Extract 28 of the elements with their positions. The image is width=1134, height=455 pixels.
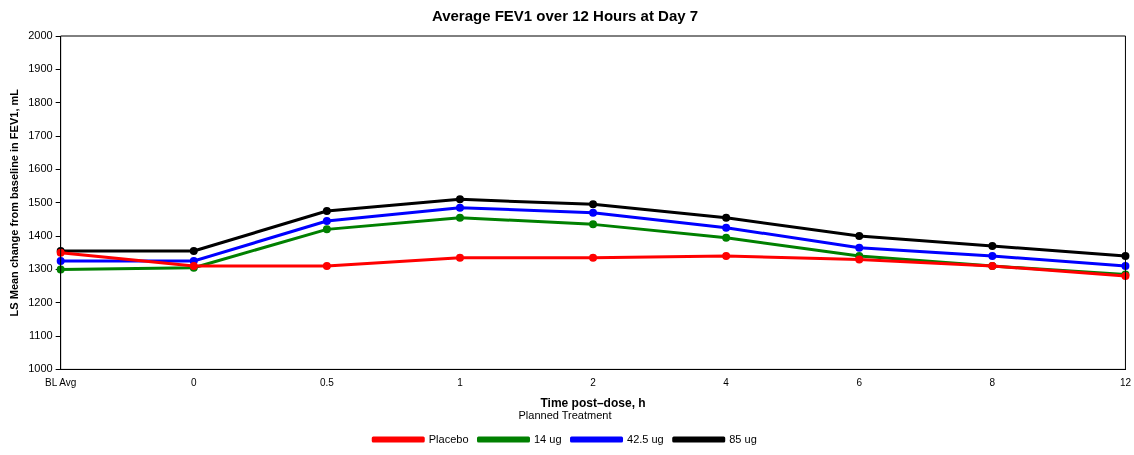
y-tick-label: 1300 [28, 262, 53, 275]
y-tick-label: 1500 [28, 195, 53, 208]
x-axis-title: Time post–dose, h [540, 395, 646, 410]
legend-label: 85 ug [729, 432, 757, 445]
y-tick-label: 1400 [28, 229, 53, 242]
x-tick-label: 1 [457, 377, 464, 389]
x-tick-label: 2 [590, 377, 597, 389]
y-tick-label: 1800 [28, 95, 53, 108]
x-tick-label: 12 [1119, 377, 1132, 389]
legend-label: Placebo [428, 432, 469, 445]
y-tick-label: 1200 [28, 295, 53, 308]
y-tick-label: 1700 [28, 129, 53, 142]
x-tick-label: 0.5 [319, 377, 335, 389]
y-tick-label: 1000 [28, 362, 53, 375]
x-tick-label: BL Avg [45, 377, 77, 389]
legend-label: 42.5 ug [627, 432, 664, 445]
y-tick-label: 1600 [28, 162, 53, 175]
legend-label: 14 ug [534, 432, 562, 445]
y-tick-label: 1900 [28, 62, 53, 75]
x-tick-label: 8 [989, 377, 996, 389]
x-tick-label: 6 [856, 377, 863, 389]
y-tick-label: 1100 [29, 329, 53, 342]
x-tick-label: 0 [190, 377, 197, 389]
y-axis-title: LS Mean change from baseline in FEV1, mL [7, 88, 20, 317]
legend-title: Planned Treatment [518, 409, 612, 422]
y-tick-label: 2000 [28, 29, 53, 42]
chart-title: Average FEV1 over 12 Hours at Day 7 [431, 7, 699, 25]
x-tick-label: 4 [723, 377, 730, 389]
